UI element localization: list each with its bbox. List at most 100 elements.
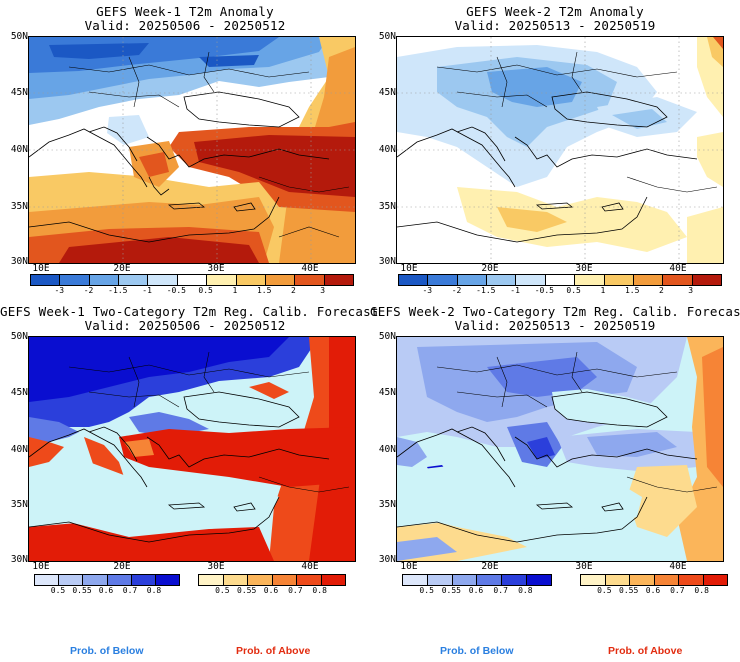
colorbar-swatch <box>60 275 90 285</box>
colorbar-tick-label: 1.5 <box>624 286 640 295</box>
colorbar-swatch <box>223 575 248 585</box>
colorbar-tick-label: 0.7 <box>670 586 685 595</box>
colorbar-tick-label: 0.5 <box>50 586 66 595</box>
lon-label: 30E <box>207 263 225 274</box>
colorbar-tick-label: 0.55 <box>619 586 639 595</box>
colorbar-swatch <box>207 275 237 285</box>
colorbar-swatch <box>272 575 297 585</box>
colorbar-swatch <box>89 275 120 285</box>
colorbar-tick-label: -2 <box>83 286 94 295</box>
colorbar-tick-label: -1.5 <box>108 286 128 295</box>
colorbar-tick-label: 0.7 <box>288 586 303 595</box>
panel-week2-anomaly: GEFS Week-2 T2m Anomaly Valid: 20250513 … <box>370 0 740 300</box>
colorbar-tick-label: -1 <box>142 286 152 295</box>
panel-valid-dates: Valid: 20250506 - 20250512 <box>84 18 286 33</box>
probability-map <box>28 336 356 562</box>
panel-title: GEFS Week-1 Two-Category T2m Reg. Calib.… <box>0 304 379 319</box>
anomaly-map <box>396 36 724 264</box>
colorbar-tick-label: 0.5 <box>597 586 612 595</box>
colorbar-tick-label: 0.5 <box>419 586 434 595</box>
colorbar-tick-label: 0.6 <box>645 586 661 595</box>
colorbar-tick-label: 0.7 <box>122 586 138 595</box>
colorbar-swatch <box>692 275 721 285</box>
colorbar-swatch <box>703 575 727 585</box>
panel-week1-anomaly: GEFS Week-1 T2m Anomaly Valid: 20250506 … <box>0 0 370 300</box>
lat-label: 35N <box>378 499 396 510</box>
colorbar-tick-label: 0.8 <box>146 586 162 595</box>
colorbar-swatch <box>59 575 84 585</box>
colorbar-swatch <box>248 575 273 585</box>
colorbar-tick-label: 0.6 <box>468 586 484 595</box>
panel-valid-dates: Valid: 20250513 - 20250519 <box>454 318 656 333</box>
lat-label: 50N <box>10 331 28 342</box>
prob-above-colorbar-labels: 0.5 0.55 0.6 0.7 0.8 <box>580 586 726 596</box>
colorbar-swatch <box>148 275 178 285</box>
lat-label: 40N <box>10 444 28 455</box>
panel-title: GEFS Week-2 Two-Category T2m Reg. Calib.… <box>370 304 740 319</box>
colorbar-swatch <box>31 275 61 285</box>
colorbar-tick-label: 3 <box>320 286 326 295</box>
colorbar-tick-label: 0.8 <box>312 586 327 595</box>
colorbar-tick-label: 0.6 <box>263 586 279 595</box>
colorbar-tick-label: 1 <box>232 286 238 295</box>
colorbar-swatch <box>427 575 453 585</box>
lat-label: 40N <box>378 444 396 455</box>
anomaly-colorbar-labels: -3 -2 -1.5 -1 -0.5 0.5 1 1.5 2 3 <box>30 286 352 296</box>
lat-label: 35N <box>10 499 28 510</box>
lat-label: 30N <box>10 256 28 267</box>
lon-label: 10E <box>32 561 50 572</box>
panel-title: GEFS Week-1 T2m Anomaly <box>96 4 274 19</box>
colorbar-tick-label: 0.5 <box>215 586 230 595</box>
colorbar-tick-label: -1 <box>510 286 520 295</box>
prob-above-colorbar <box>580 574 728 586</box>
colorbar-swatch <box>605 575 630 585</box>
colorbar-swatch <box>131 575 156 585</box>
colorbar-tick-label: -1.5 <box>476 286 496 295</box>
lat-label: 40N <box>10 144 28 155</box>
colorbar-swatch <box>502 575 528 585</box>
colorbar-swatch <box>581 575 606 585</box>
prob-above-colorbar-labels: 0.5 0.55 0.6 0.7 0.8 <box>198 586 344 596</box>
panel-week2-probability: GEFS Week-2 Two-Category T2m Reg. Calib.… <box>370 300 740 662</box>
colorbar-swatch <box>297 575 322 585</box>
colorbar-swatch <box>324 275 353 285</box>
colorbar-swatch <box>295 275 325 285</box>
colorbar-swatch <box>107 575 132 585</box>
anomaly-colorbar <box>30 274 354 286</box>
prob-below-colorbar <box>402 574 552 586</box>
colorbar-tick-label: 0.8 <box>518 586 533 595</box>
colorbar-tick-label: -2 <box>451 286 462 295</box>
colorbar-swatch <box>633 275 664 285</box>
lat-label: 40N <box>378 144 396 155</box>
colorbar-swatch <box>452 575 478 585</box>
prob-below-colorbar-labels: 0.5 0.55 0.6 0.7 0.8 <box>34 586 178 596</box>
colorbar-swatch <box>604 275 634 285</box>
lon-label: 40E <box>669 561 687 572</box>
colorbar-tick-label: 1 <box>600 286 606 295</box>
prob-below-label: Prob. of Below <box>440 645 514 657</box>
colorbar-swatch <box>527 575 551 585</box>
colorbar-swatch <box>679 575 704 585</box>
lat-label: 45N <box>10 387 28 398</box>
panel-title: GEFS Week-2 T2m Anomaly <box>466 4 644 19</box>
colorbar-swatch <box>630 575 655 585</box>
colorbar-tick-label: 0.55 <box>237 586 257 595</box>
colorbar-swatch <box>155 575 180 585</box>
colorbar-swatch <box>663 275 693 285</box>
colorbar-swatch <box>177 275 208 285</box>
lat-label: 50N <box>10 31 28 42</box>
colorbar-tick-label: 0.7 <box>493 586 508 595</box>
lon-label: 30E <box>575 263 593 274</box>
colorbar-swatch <box>575 275 605 285</box>
colorbar-tick-label: -0.5 <box>534 286 554 295</box>
lat-label: 45N <box>10 87 28 98</box>
panel-valid-dates: Valid: 20250506 - 20250512 <box>84 318 286 333</box>
colorbar-swatch <box>487 275 517 285</box>
lat-label: 45N <box>378 387 396 398</box>
colorbar-swatch <box>119 275 149 285</box>
colorbar-swatch <box>35 575 60 585</box>
prob-below-label: Prob. of Below <box>70 645 144 657</box>
anomaly-colorbar-labels: -3 -2 -1.5 -1 -0.5 0.5 1 1.5 2 3 <box>398 286 720 296</box>
colorbar-swatch <box>199 575 224 585</box>
colorbar-tick-label: -3 <box>54 286 65 295</box>
